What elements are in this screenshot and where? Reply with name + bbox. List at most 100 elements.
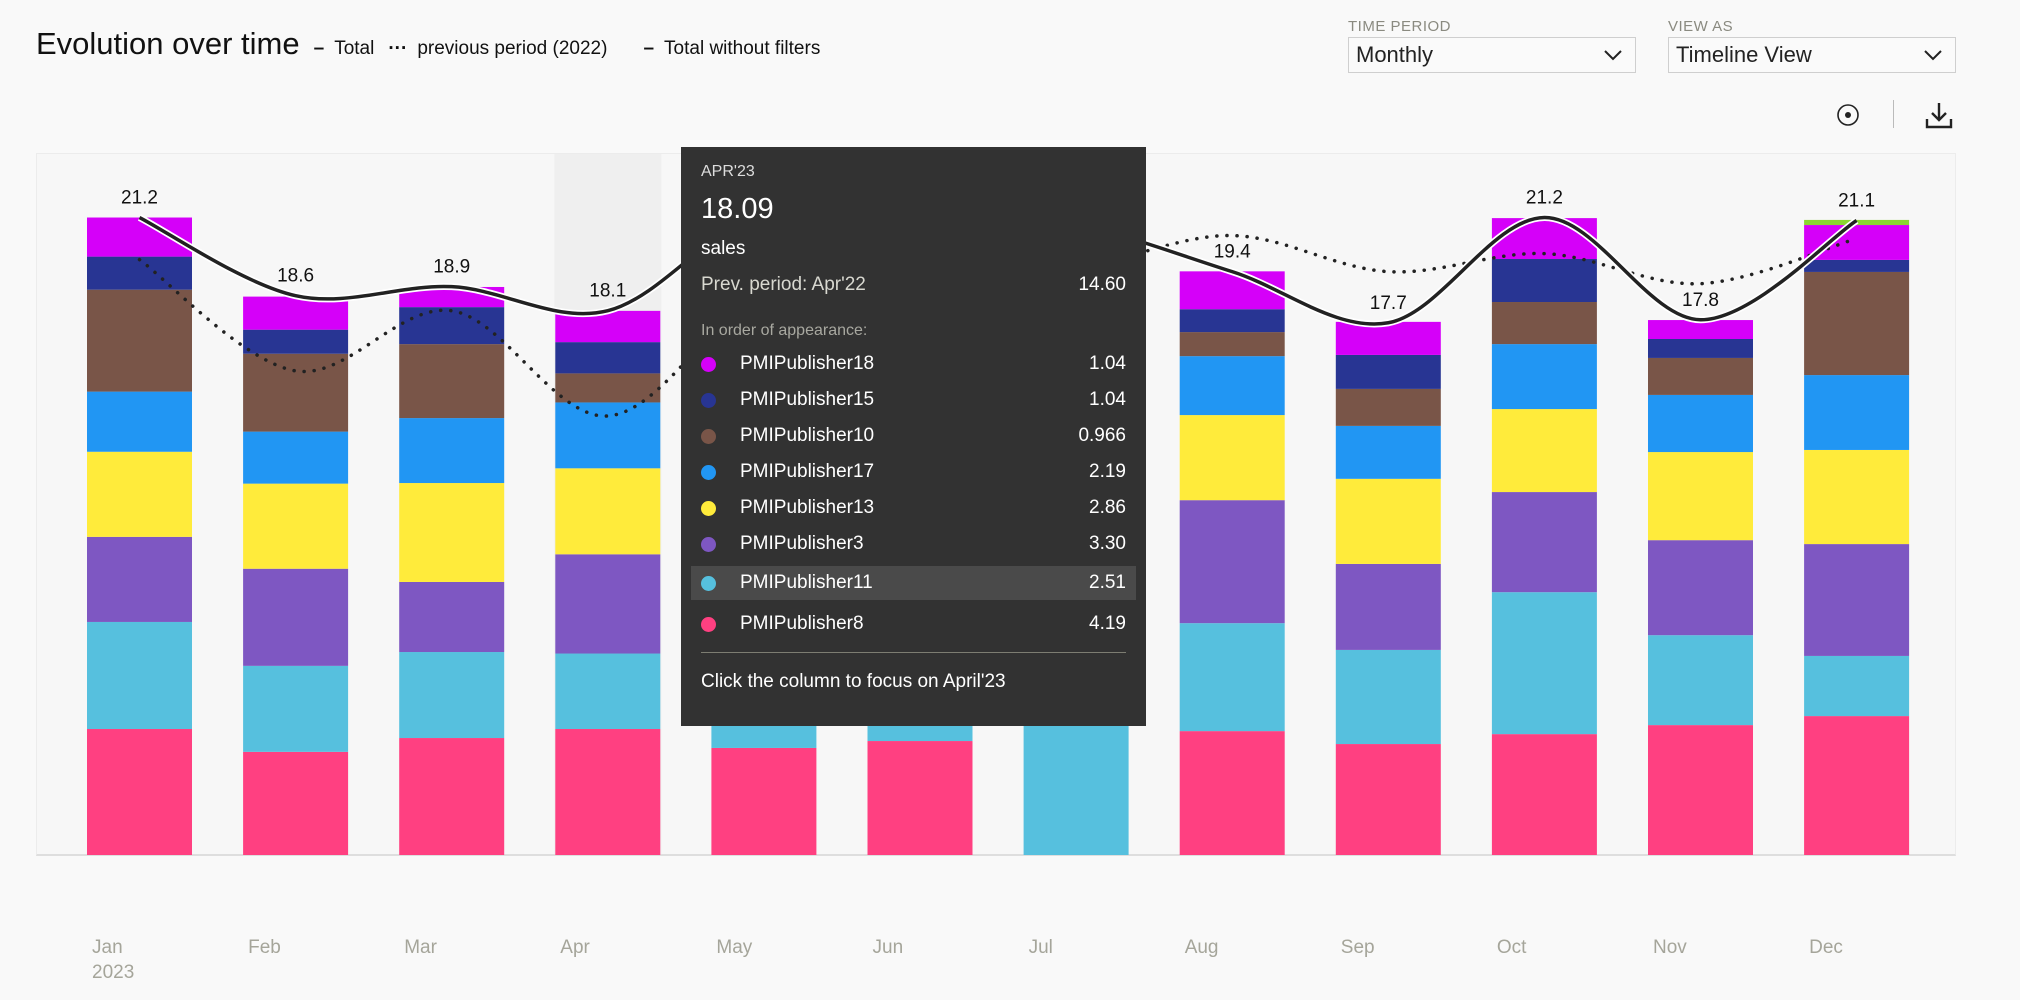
bar-segment[interactable] bbox=[87, 451, 192, 537]
download-button[interactable] bbox=[1924, 100, 1954, 130]
bar-segment[interactable] bbox=[1804, 225, 1910, 260]
legend-previous-period[interactable]: ··· previous period (2022) bbox=[388, 38, 607, 60]
x-tick-label: Oct bbox=[1496, 937, 1527, 958]
bar-segment[interactable] bbox=[1804, 259, 1910, 272]
bar-segment[interactable] bbox=[87, 536, 192, 622]
bar-segment[interactable] bbox=[87, 391, 192, 452]
series-color-dot-icon bbox=[701, 616, 716, 632]
bar-total-label: 21.2 bbox=[1526, 188, 1563, 209]
tooltip-previous-period: Prev. period: Apr'22 14.60 bbox=[701, 274, 1126, 296]
bar-segment[interactable] bbox=[87, 256, 192, 290]
legend-label: Total bbox=[334, 38, 375, 59]
bar-segment[interactable] bbox=[1179, 309, 1285, 333]
tooltip-value: 18.09 bbox=[701, 193, 774, 225]
view-as-select[interactable]: Timeline View bbox=[1668, 37, 1956, 73]
time-period-select[interactable]: Monthly bbox=[1348, 37, 1636, 73]
bar-segment[interactable] bbox=[399, 581, 505, 653]
legend-label: previous period (2022) bbox=[417, 38, 608, 59]
bar-segment[interactable] bbox=[399, 652, 505, 739]
bar-segment[interactable] bbox=[1335, 321, 1441, 355]
bar-segment[interactable] bbox=[1179, 332, 1285, 357]
bar-segment[interactable] bbox=[243, 353, 349, 432]
bar-segment[interactable] bbox=[243, 568, 349, 666]
legend-total-without-filters[interactable]: – Total without filters bbox=[643, 38, 820, 60]
bar-segment[interactable] bbox=[1648, 357, 1753, 395]
x-tick-label: Jan bbox=[92, 937, 123, 958]
bar-segment[interactable] bbox=[1804, 449, 1910, 545]
bar-segment[interactable] bbox=[1335, 563, 1441, 650]
bar-segment[interactable] bbox=[243, 751, 349, 855]
bar-segment[interactable] bbox=[555, 342, 661, 374]
bar-segment[interactable] bbox=[1335, 354, 1441, 389]
bar-segment[interactable] bbox=[1335, 425, 1441, 479]
time-period-label: TIME PERIOD bbox=[1348, 18, 1452, 35]
legend-total[interactable]: – Total bbox=[314, 38, 375, 60]
bar-segment[interactable] bbox=[1648, 452, 1753, 541]
focus-button[interactable] bbox=[1833, 100, 1863, 130]
bar-segment[interactable] bbox=[1179, 500, 1285, 624]
bar-segment[interactable] bbox=[1179, 731, 1285, 855]
bar-segment[interactable] bbox=[1804, 544, 1910, 656]
bar-segment[interactable] bbox=[1179, 271, 1285, 310]
tooltip-row: PMIPublisher18 1.04 bbox=[691, 346, 1136, 382]
bar-segment[interactable] bbox=[1648, 338, 1753, 358]
bar-segment[interactable] bbox=[243, 665, 349, 752]
bar-segment[interactable] bbox=[243, 431, 349, 484]
series-color-dot-icon bbox=[701, 536, 716, 552]
solid-line-marker-icon: – bbox=[313, 38, 325, 59]
bar-segment[interactable] bbox=[1335, 744, 1441, 855]
dotted-line-marker-icon: ··· bbox=[388, 38, 408, 59]
bar-segment[interactable] bbox=[1491, 734, 1597, 855]
bar-segment[interactable] bbox=[1491, 492, 1597, 593]
bar-segment[interactable] bbox=[1491, 344, 1597, 410]
series-name: PMIPublisher13 bbox=[740, 497, 875, 518]
bar-segment[interactable] bbox=[1804, 271, 1910, 376]
bar-segment[interactable] bbox=[1804, 375, 1910, 450]
bar-segment[interactable] bbox=[399, 483, 505, 582]
bar-segment[interactable] bbox=[399, 738, 505, 855]
bar-segment[interactable] bbox=[1491, 259, 1597, 303]
series-name: PMIPublisher3 bbox=[740, 533, 864, 554]
series-value: 0.966 bbox=[1078, 425, 1126, 446]
bar-segment[interactable] bbox=[711, 747, 817, 855]
bar-segment[interactable] bbox=[555, 402, 661, 469]
view-as-control: VIEW AS Timeline View bbox=[1668, 18, 1956, 73]
bar-segment[interactable] bbox=[399, 307, 505, 345]
bar-segment[interactable] bbox=[1335, 649, 1441, 745]
bar-segment[interactable] bbox=[1648, 725, 1753, 855]
bar-segment[interactable] bbox=[399, 418, 505, 484]
bar-segment[interactable] bbox=[1179, 415, 1285, 501]
bar-segment[interactable] bbox=[1335, 478, 1441, 564]
bar-segment[interactable] bbox=[243, 483, 349, 569]
bar-segment[interactable] bbox=[87, 621, 192, 730]
view-as-label: VIEW AS bbox=[1668, 18, 1734, 35]
bar-segment[interactable] bbox=[1335, 388, 1441, 426]
bar-total-label: 17.7 bbox=[1370, 293, 1407, 314]
tooltip-row: PMIPublisher8 4.19 bbox=[691, 606, 1136, 642]
bar-segment[interactable] bbox=[1804, 655, 1910, 717]
tooltip-row: PMIPublisher10 0.966 bbox=[691, 418, 1136, 454]
bar-segment[interactable] bbox=[1491, 409, 1597, 493]
x-tick-label: Feb bbox=[248, 937, 281, 958]
tooltip-row: PMIPublisher11 2.51 bbox=[691, 566, 1136, 600]
series-color-dot-icon bbox=[701, 428, 716, 444]
bar-segment[interactable] bbox=[1179, 356, 1285, 416]
bar-segment[interactable] bbox=[1648, 394, 1753, 453]
bar-segment[interactable] bbox=[1491, 302, 1597, 345]
bar-segment[interactable] bbox=[555, 468, 661, 555]
bar-segment[interactable] bbox=[399, 344, 505, 419]
bar-segment[interactable] bbox=[1648, 320, 1753, 339]
bar-segment[interactable] bbox=[243, 329, 349, 354]
bar-segment[interactable] bbox=[1648, 540, 1753, 636]
bar-segment[interactable] bbox=[1179, 623, 1285, 732]
bar-segment[interactable] bbox=[555, 373, 661, 403]
bar-segment[interactable] bbox=[87, 729, 192, 855]
bar-segment[interactable] bbox=[87, 289, 192, 392]
bar-segment[interactable] bbox=[867, 741, 973, 855]
bar-segment[interactable] bbox=[1804, 716, 1910, 855]
bar-segment[interactable] bbox=[555, 554, 661, 654]
bar-segment[interactable] bbox=[1648, 635, 1753, 726]
bar-segment[interactable] bbox=[555, 729, 661, 855]
bar-segment[interactable] bbox=[555, 653, 661, 730]
bar-segment[interactable] bbox=[1491, 592, 1597, 735]
